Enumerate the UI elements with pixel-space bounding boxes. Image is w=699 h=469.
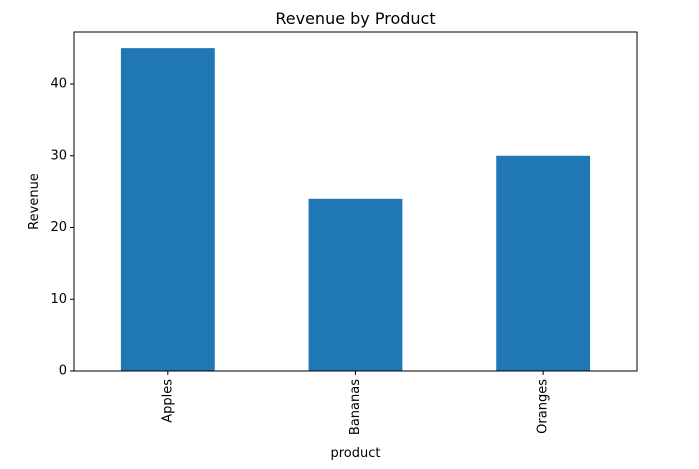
x-tick-label: Apples — [160, 379, 175, 423]
bar-oranges — [496, 155, 591, 371]
y-tick-label: 0 — [59, 364, 67, 379]
chart-title: Revenue by Product — [275, 9, 435, 28]
x-axis-ticks: Apples Bananas Oranges — [160, 371, 551, 435]
y-tick-label: 30 — [50, 148, 67, 163]
y-tick-label: 40 — [50, 77, 67, 92]
x-axis-label: product — [330, 446, 380, 461]
bar-bananas — [308, 198, 403, 371]
y-tick-label: 20 — [50, 220, 67, 235]
bars-layer — [120, 48, 591, 372]
bar-apples — [120, 48, 215, 372]
y-tick-label: 10 — [50, 292, 67, 307]
x-tick-label: Oranges — [536, 379, 551, 434]
y-axis-ticks: 0 10 20 30 40 — [50, 77, 74, 379]
x-tick-label: Bananas — [348, 379, 363, 435]
plot-frame — [73, 31, 638, 372]
y-axis-label: Revenue — [27, 173, 42, 230]
